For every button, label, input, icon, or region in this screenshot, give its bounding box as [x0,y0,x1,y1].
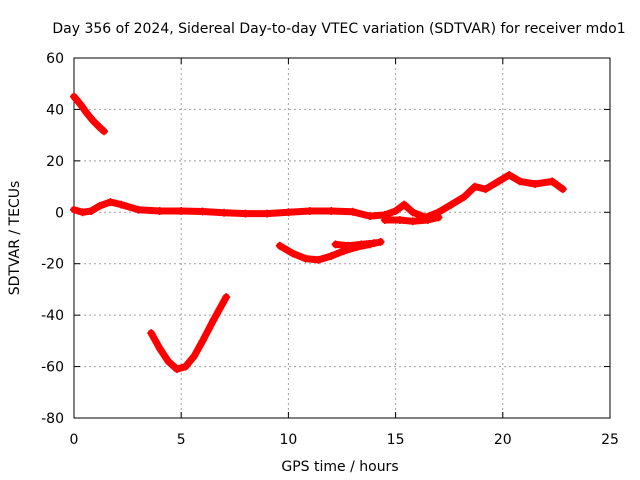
data-point [376,237,385,246]
data-point [331,240,340,249]
data-point [241,209,250,218]
data-point [481,185,490,194]
series-band [332,239,378,250]
data-point [327,207,336,215]
data-point [198,207,207,216]
x-tick-label: 15 [387,432,405,448]
y-axis-label: SDTVAR / TECUs [7,181,23,296]
data-point [395,216,404,224]
data-point [370,239,379,248]
data-point [209,316,218,325]
x-tick-label: 10 [279,432,297,448]
data-point [391,207,400,215]
data-point [172,365,181,374]
data-point [301,254,310,263]
data-point [181,362,190,371]
data-point [76,100,85,109]
data-point [222,293,231,302]
x-tick-label: 25 [601,432,619,448]
y-tick-label: 20 [46,154,64,170]
data-point [530,180,539,188]
data-point [505,171,514,179]
data-point [558,185,567,194]
data-point [106,198,115,206]
grid-lines [74,58,610,418]
data-point [95,201,104,210]
data-point [365,212,374,221]
series-arc-v-min [147,293,231,374]
data-point [434,213,443,222]
data-point [275,241,284,250]
data-point [87,207,96,215]
data-point [117,200,126,209]
data-point [357,240,366,249]
series-arc-late-low [380,213,443,226]
data-point [494,177,503,186]
data-point [155,207,164,215]
series-arc-mid-flat [331,239,379,250]
data-point [423,216,432,224]
x-axis-label: GPS time / hours [281,459,398,475]
data-point [95,123,104,132]
y-tick-label: -60 [41,360,64,376]
series-band [147,293,230,373]
data-point [70,205,78,214]
data-point [262,209,271,218]
data-point [78,208,87,217]
data-point [327,252,336,260]
data-point [348,207,357,216]
data-point [190,352,199,361]
x-tick-label: 20 [494,432,512,448]
y-tick-label: -40 [41,308,64,324]
y-tick-label: 40 [46,102,64,118]
y-tick-label: 60 [46,51,64,67]
series-arc-main-zero [70,171,567,222]
data-point [155,344,164,353]
data-point [515,177,524,186]
data-point [288,249,297,258]
data-point [70,92,78,101]
series-arc-early-high [70,92,109,136]
data-point [220,208,229,217]
data-point [400,200,409,209]
data-point [380,216,389,224]
plot-area-frame [73,57,611,419]
data-point [100,127,109,136]
y-tick-label: -20 [41,257,64,273]
data-point [460,192,469,201]
data-point [89,117,98,125]
data-point [447,200,456,209]
x-tick-label: 5 [177,432,186,448]
data-point [134,205,143,214]
data-series [70,92,567,374]
data-point [408,217,417,226]
axis-ticks: 0 5 10 15 20 25 -80 -60 -40 -20 0 20 40 60 [41,51,619,448]
data-point [408,208,417,217]
data-point [470,182,479,191]
x-tick-label: 0 [70,432,79,448]
y-tick-label: 0 [55,205,64,221]
data-point [164,357,173,366]
series-band [70,171,567,221]
chart-title: Day 356 of 2024, Sidereal Day-to-day VTE… [52,21,625,37]
y-tick-label: -80 [41,411,64,427]
data-point [198,336,207,345]
data-point [305,207,314,215]
data-point [548,177,557,186]
data-point [314,255,323,264]
data-point [177,207,186,215]
data-point [344,241,353,250]
data-point [82,109,91,118]
data-point [147,329,156,338]
data-point [284,208,293,217]
